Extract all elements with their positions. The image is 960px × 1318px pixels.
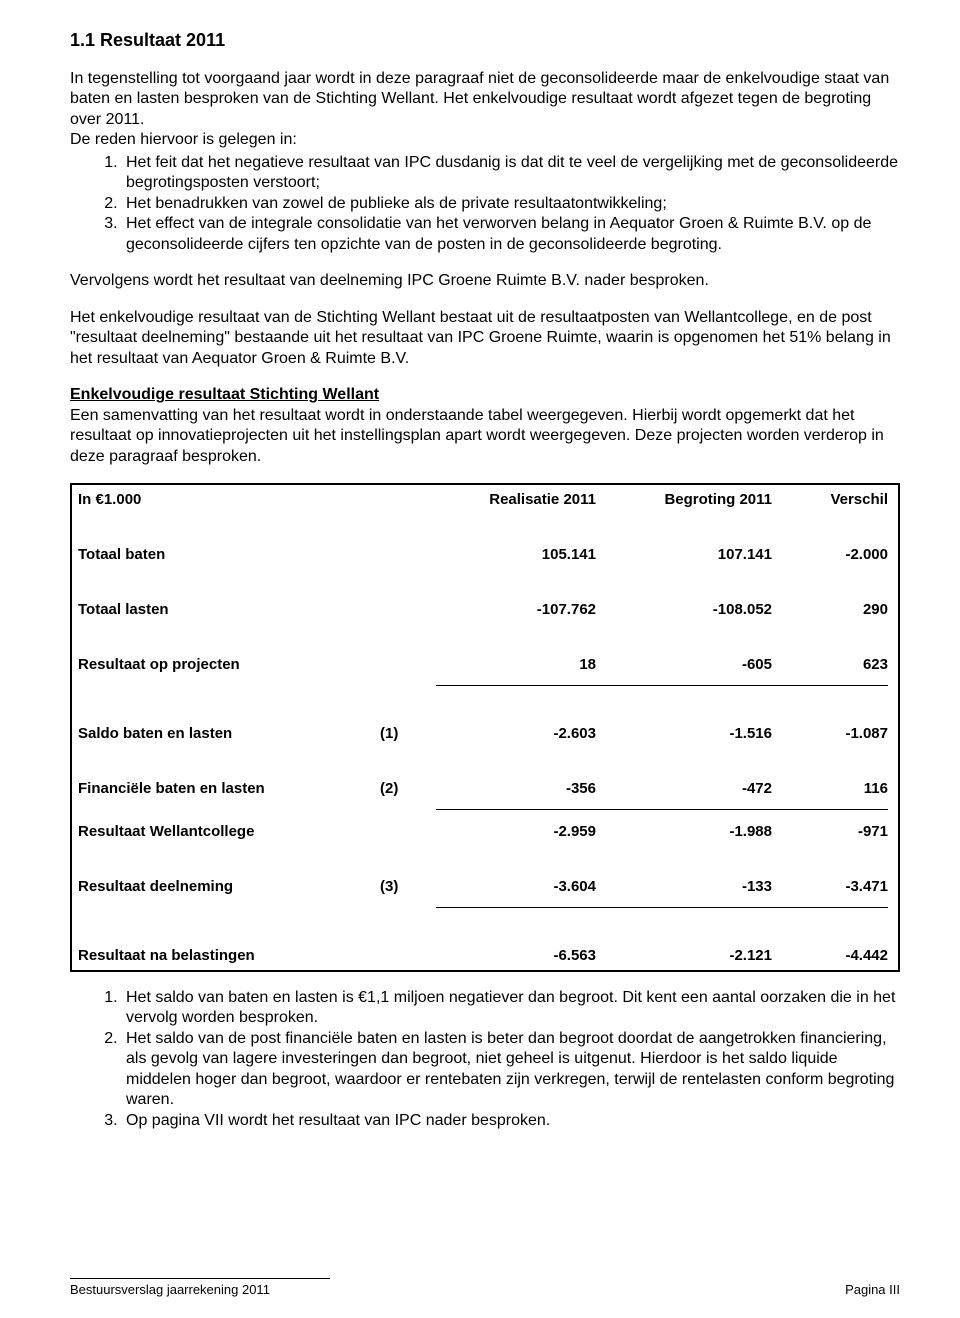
cell: -605 [606,650,782,679]
table-rule [71,679,899,693]
cell: -2.959 [430,817,606,846]
cell: -1.087 [782,719,899,748]
row-ref [374,817,430,846]
row-ref [374,595,430,624]
cell: 18 [430,650,606,679]
cell: 623 [782,650,899,679]
unit-label: In €1.000 [71,484,374,514]
row-label: Resultaat na belastingen [71,941,374,971]
cell: -356 [430,774,606,803]
row-ref: (2) [374,774,430,803]
sub-heading: Enkelvoudige resultaat Stichting Wellant [70,386,379,403]
footer-right-text: Pagina III [845,1282,900,1297]
col-header: Verschil [782,484,899,514]
cell: 105.141 [430,540,606,569]
table-rule [71,901,899,915]
table-row: Totaal baten 105.141 107.141 -2.000 [71,540,899,569]
cell: -2.000 [782,540,899,569]
text: In tegenstelling tot voorgaand jaar word… [70,70,889,128]
list-item: Het saldo van baten en lasten is €1,1 mi… [122,988,900,1029]
list-item: Het benadrukken van zowel de publieke al… [122,194,900,214]
cell: -971 [782,817,899,846]
cell: -1.988 [606,817,782,846]
row-ref: (3) [374,872,430,901]
table-row: Resultaat op projecten 18 -605 623 [71,650,899,679]
row-label: Resultaat Wellantcollege [71,817,374,846]
list-item: Het feit dat het negatieve resultaat van… [122,153,900,194]
cell: 116 [782,774,899,803]
col-header: Begroting 2011 [606,484,782,514]
paragraph-block: Enkelvoudige resultaat Stichting Wellant… [70,385,900,467]
cell: -3.471 [782,872,899,901]
footer-rule [70,1278,330,1280]
row-label: Resultaat deelneming [71,872,374,901]
table-row: Resultaat deelneming (3) -3.604 -133 -3.… [71,872,899,901]
list-item: Op pagina VII wordt het resultaat van IP… [122,1111,900,1131]
notes-list: Het saldo van baten en lasten is €1,1 mi… [70,988,900,1131]
row-ref [374,941,430,971]
col-header: Realisatie 2011 [430,484,606,514]
cell: -1.516 [606,719,782,748]
ref-col [374,484,430,514]
paragraph: Vervolgens wordt het resultaat van deeln… [70,271,900,291]
cell: 290 [782,595,899,624]
paragraph: Het enkelvoudige resultaat van de Sticht… [70,308,900,369]
reasons-list: Het feit dat het negatieve resultaat van… [70,153,900,255]
list-item: Het saldo van de post financiële baten e… [122,1029,900,1111]
table-row: Totaal lasten -107.762 -108.052 290 [71,595,899,624]
row-label: Totaal baten [71,540,374,569]
paragraph-intro: In tegenstelling tot voorgaand jaar word… [70,69,900,151]
cell: -6.563 [430,941,606,971]
cell: -133 [606,872,782,901]
table-rule [71,803,899,817]
footer-left-text: Bestuursverslag jaarrekening 2011 [70,1282,270,1297]
row-ref: (1) [374,719,430,748]
text: De reden hiervoor is gelegen in: [70,131,297,148]
row-label: Financiële baten en lasten [71,774,374,803]
page-footer: Bestuursverslag jaarrekening 2011 Pagina… [70,1278,900,1304]
cell: -3.604 [430,872,606,901]
table-row: Resultaat na belastingen -6.563 -2.121 -… [71,941,899,971]
row-label: Totaal lasten [71,595,374,624]
cell: -2.121 [606,941,782,971]
cell: 107.141 [606,540,782,569]
row-ref [374,650,430,679]
table-header-row: In €1.000 Realisatie 2011 Begroting 2011… [71,484,899,514]
text: Een samenvatting van het resultaat wordt… [70,407,884,465]
cell: -4.442 [782,941,899,971]
cell: -2.603 [430,719,606,748]
row-label: Saldo baten en lasten [71,719,374,748]
section-title: 1.1 Resultaat 2011 [70,30,900,51]
financial-table: In €1.000 Realisatie 2011 Begroting 2011… [70,483,900,972]
cell: -108.052 [606,595,782,624]
cell: -107.762 [430,595,606,624]
document-page: 1.1 Resultaat 2011 In tegenstelling tot … [0,0,960,1318]
cell: -472 [606,774,782,803]
table-row: Financiële baten en lasten (2) -356 -472… [71,774,899,803]
row-label: Resultaat op projecten [71,650,374,679]
table-row: Resultaat Wellantcollege -2.959 -1.988 -… [71,817,899,846]
table-row: Saldo baten en lasten (1) -2.603 -1.516 … [71,719,899,748]
list-item: Het effect van de integrale consolidatie… [122,214,900,255]
row-ref [374,540,430,569]
